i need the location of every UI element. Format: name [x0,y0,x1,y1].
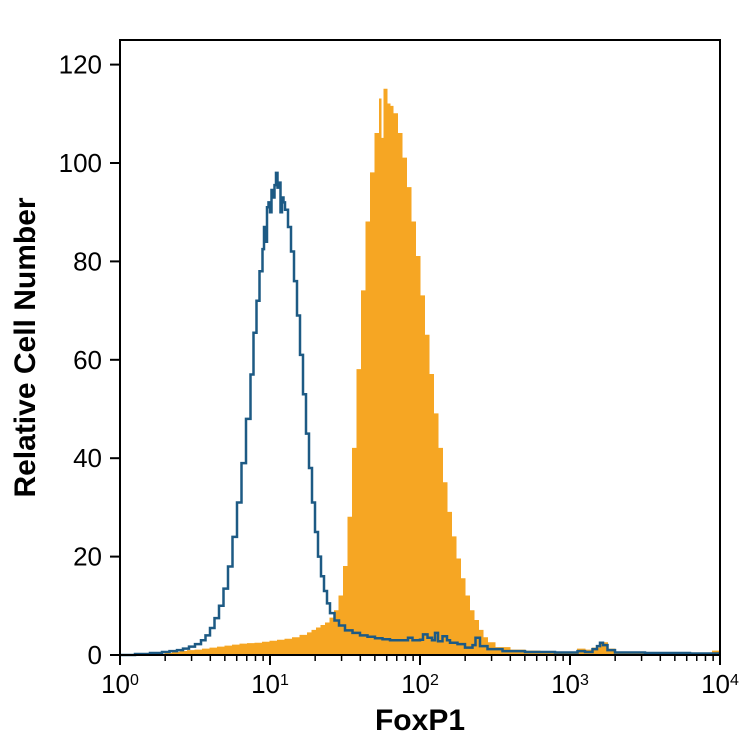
y-tick-label: 40 [73,443,102,473]
chart-svg: 100101102103104020406080100120FoxP1Relat… [0,0,750,750]
y-tick-label: 120 [59,50,102,80]
flow-cytometry-histogram: 100101102103104020406080100120FoxP1Relat… [0,0,750,750]
y-tick-label: 20 [73,542,102,572]
y-tick-label: 0 [88,640,102,670]
y-tick-label: 80 [73,246,102,276]
y-tick-label: 60 [73,345,102,375]
x-axis-label: FoxP1 [375,704,465,737]
y-tick-label: 100 [59,148,102,178]
y-axis-label: Relative Cell Number [9,197,42,497]
